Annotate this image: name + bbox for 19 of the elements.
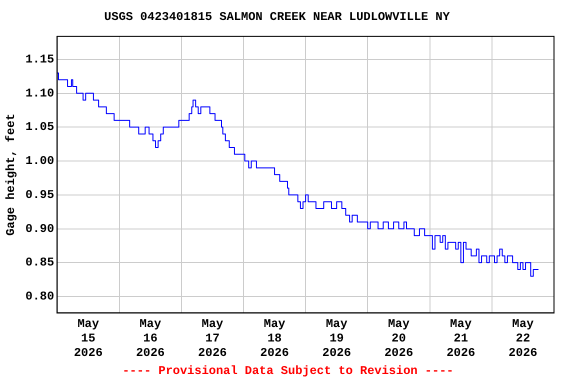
chart-title: USGS 0423401815 SALMON CREEK NEAR LUDLOWVILLE NY [104,10,451,24]
y-tick-label: 0.85 [25,256,54,270]
y-axis-title: Gage height, feet [4,113,18,236]
y-tick-label: 0.90 [25,222,54,236]
x-tick-label: May 18 2026 [260,317,289,360]
y-tick-label: 1.15 [25,52,54,66]
y-tick-label: 1.00 [25,154,54,168]
y-tick-label: 0.95 [25,188,54,202]
x-tick-label: May 21 2026 [446,317,476,360]
x-tick-label: May 22 2026 [508,317,538,360]
x-tick-label: May 17 2026 [198,317,227,360]
text: ---- Provisional Data Subject to Revision ---- [121,364,455,378]
x-tick-label: May 19 2026 [322,317,352,360]
x-tick-label: May 20 2026 [384,317,414,360]
x-tick-label: May 16 2026 [136,317,165,360]
y-tick-label: 1.10 [25,86,54,100]
y-tick-label: 1.05 [25,120,54,134]
x-tick-label: May 15 2026 [74,317,103,360]
y-tick-label: 0.80 [25,290,54,304]
